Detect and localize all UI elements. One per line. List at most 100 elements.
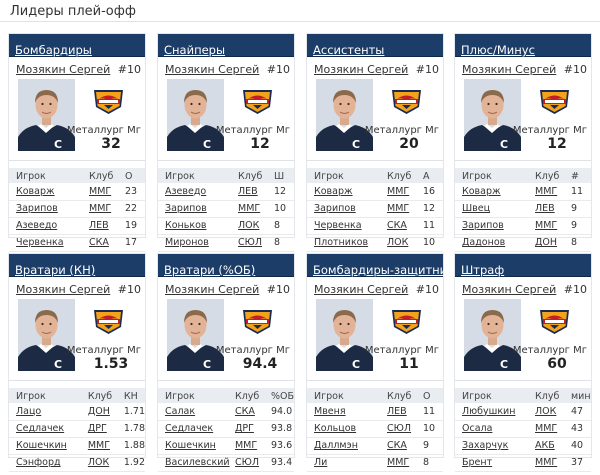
player-link[interactable]: Захарчук [462, 440, 509, 451]
player-link[interactable]: Миронов [165, 237, 209, 248]
player-link[interactable]: Брент [462, 457, 493, 468]
club-link[interactable]: ММГ [89, 185, 112, 197]
card-title-link[interactable]: Бомбардиры-защитники [313, 263, 462, 277]
stat-value: 93.4 [270, 454, 294, 472]
metallurg-logo-icon[interactable] [242, 307, 273, 335]
table-row: Осала ММГ 43 [455, 420, 591, 438]
metallurg-logo-icon[interactable] [242, 87, 273, 115]
club-link[interactable]: СЮЛ [234, 457, 260, 468]
club-link[interactable]: СЮЛ [387, 423, 412, 434]
leader-number: #10 [415, 63, 439, 76]
leader-name-link[interactable]: Мозякин Сергей [165, 283, 260, 296]
club-link[interactable]: ЛЕВ [387, 405, 407, 417]
player-link[interactable]: Василевский [165, 457, 230, 468]
club-link[interactable]: ДРГ [234, 423, 254, 434]
leader-name-link[interactable]: Мозякин Сергей [16, 63, 111, 76]
club-link[interactable]: ДРГ [87, 423, 107, 434]
player-link[interactable]: Салак [165, 405, 196, 417]
player-photo[interactable]: C [316, 299, 373, 371]
metallurg-logo-icon[interactable] [391, 87, 422, 115]
player-link[interactable]: Азеведо [16, 220, 58, 231]
club-link[interactable]: ЛОК [387, 237, 409, 248]
club-link[interactable]: ММГ [387, 185, 410, 197]
club-link[interactable]: ДОН [535, 237, 558, 248]
player-link[interactable]: Коньков [165, 220, 207, 231]
metallurg-logo-icon[interactable] [539, 307, 570, 335]
player-photo[interactable]: C [464, 79, 521, 151]
club-link[interactable]: СКА [89, 237, 109, 248]
player-link[interactable]: Зарипов [462, 220, 504, 231]
card-title-link[interactable]: Бомбардиры [15, 43, 92, 57]
club-link[interactable]: ЛОК [87, 457, 110, 468]
leader-name-link[interactable]: Мозякин Сергей [462, 63, 557, 76]
player-photo[interactable]: C [18, 79, 75, 151]
player-link[interactable]: Кошечкин [165, 440, 216, 451]
card-title-link[interactable]: Вратари (КН) [15, 263, 96, 277]
club-link[interactable]: ММГ [535, 423, 558, 434]
player-photo[interactable]: C [464, 299, 521, 371]
club-link[interactable]: СКА [234, 405, 255, 417]
card-title-link[interactable]: Вратари (%ОБ) [164, 263, 256, 277]
player-link[interactable]: Червенка [314, 220, 362, 231]
player-link[interactable]: Червенка [16, 237, 64, 248]
player-link[interactable]: Коварж [314, 185, 353, 197]
card-title-link[interactable]: Ассистенты [313, 43, 385, 57]
club-link[interactable]: ММГ [535, 185, 558, 197]
player-photo[interactable]: C [167, 299, 224, 371]
player-link[interactable]: Любушкин [462, 405, 516, 417]
club-link[interactable]: ЛОК [238, 220, 260, 231]
player-link[interactable]: Азеведо [165, 185, 207, 197]
club-link[interactable]: СКА [387, 440, 407, 451]
club-link[interactable]: СКА [387, 220, 407, 231]
club-link[interactable]: ЛЕВ [89, 220, 109, 231]
player-link[interactable]: Осала [462, 423, 493, 434]
leader-name-link[interactable]: Мозякин Сергей [462, 283, 557, 296]
player-link[interactable]: Мвеня [314, 405, 346, 417]
player-link[interactable]: Даллмэн [314, 440, 358, 451]
player-link[interactable]: Ли [314, 457, 328, 468]
player-link[interactable]: Лацо [16, 405, 42, 417]
club-link[interactable]: ММГ [89, 203, 112, 214]
club-link[interactable]: ЛОК [535, 405, 557, 417]
club-link[interactable]: ММГ [535, 457, 558, 468]
player-link[interactable]: Зарипов [314, 203, 356, 214]
player-link[interactable]: Дадонов [462, 237, 506, 248]
leader-name-link[interactable]: Мозякин Сергей [165, 63, 260, 76]
club-link[interactable]: ЛЕВ [238, 185, 258, 197]
club-link[interactable]: ММГ [387, 457, 410, 468]
metallurg-logo-icon[interactable] [539, 87, 570, 115]
player-link[interactable]: Коварж [462, 185, 501, 197]
club-link[interactable]: ДОН [87, 405, 110, 417]
player-photo[interactable]: C [316, 79, 373, 151]
player-link[interactable]: Седлачек [165, 423, 214, 434]
club-link[interactable]: ММГ [87, 440, 111, 451]
card-title-link[interactable]: Плюс/Минус [461, 43, 535, 57]
player-link[interactable]: Зарипов [16, 203, 58, 214]
club-link[interactable]: АКБ [535, 440, 555, 451]
card-title-link[interactable]: Штраф [461, 263, 505, 277]
metallurg-logo-icon[interactable] [93, 307, 124, 335]
player-link[interactable]: Швец [462, 203, 491, 214]
club-link[interactable]: ЛЕВ [535, 203, 555, 214]
player-link[interactable]: Кольцов [314, 423, 357, 434]
column-header-player: Игрок [9, 388, 88, 403]
club-link[interactable]: ММГ [234, 440, 258, 451]
leader-name-link[interactable]: Мозякин Сергей [16, 283, 111, 296]
player-link[interactable]: Коварж [16, 185, 55, 197]
player-link[interactable]: Сэнфорд [16, 457, 61, 468]
player-link[interactable]: Плотников [314, 237, 369, 248]
club-link[interactable]: ММГ [238, 203, 261, 214]
player-photo[interactable]: C [167, 79, 224, 151]
player-link[interactable]: Седлачек [16, 423, 65, 434]
club-link[interactable]: СЮЛ [238, 237, 263, 248]
metallurg-logo-icon[interactable] [93, 87, 124, 115]
leader-name-link[interactable]: Мозякин Сергей [314, 283, 409, 296]
player-link[interactable]: Зарипов [165, 203, 207, 214]
club-link[interactable]: ММГ [535, 220, 558, 231]
player-photo[interactable]: C [18, 299, 75, 371]
metallurg-logo-icon[interactable] [391, 307, 422, 335]
leader-name-link[interactable]: Мозякин Сергей [314, 63, 409, 76]
club-link[interactable]: ММГ [387, 203, 410, 214]
player-link[interactable]: Кошечкин [16, 440, 67, 451]
card-title-link[interactable]: Снайперы [164, 43, 226, 57]
